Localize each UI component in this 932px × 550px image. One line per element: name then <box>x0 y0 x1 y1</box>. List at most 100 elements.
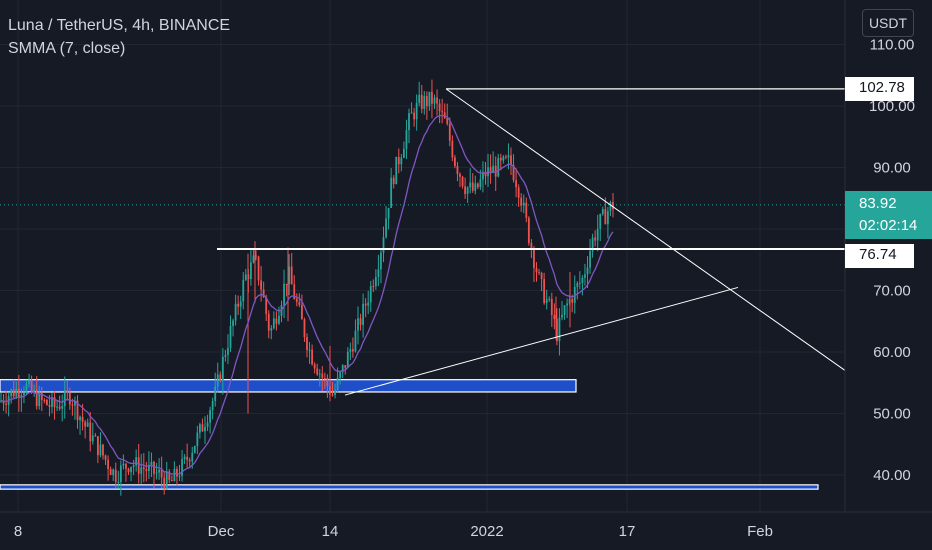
price-label-102-78: 102.78 <box>845 77 914 101</box>
candle-body <box>119 465 122 482</box>
candle-body <box>400 157 403 165</box>
candle-body <box>257 256 260 281</box>
candle-body <box>301 304 303 320</box>
candle-body <box>369 285 372 303</box>
candle-body <box>479 179 482 188</box>
candle-body <box>482 171 484 180</box>
candle-body <box>191 452 194 462</box>
candle-body <box>206 422 209 427</box>
candle-body <box>596 228 599 241</box>
candle-body <box>476 183 479 188</box>
candle-body <box>56 406 58 408</box>
candle-body <box>12 389 15 397</box>
candle-body <box>112 469 115 476</box>
candle-body <box>492 165 495 174</box>
candle-body <box>326 377 329 387</box>
candle-body <box>591 237 594 252</box>
indicator-label[interactable]: SMMA (7, close) <box>8 40 126 57</box>
candle-body <box>114 469 117 483</box>
candle-body <box>35 389 38 407</box>
time-tick-label: 8 <box>14 523 22 540</box>
candle-body <box>573 286 576 303</box>
candle-body <box>183 456 186 459</box>
candle-body <box>107 459 109 469</box>
candle-body <box>58 406 61 409</box>
candle-body <box>84 421 87 427</box>
candle-body <box>336 377 339 390</box>
bar-countdown: 02:02:14 <box>859 217 918 234</box>
price-tick-label: 50.00 <box>873 406 911 423</box>
candle-body <box>609 202 612 212</box>
candle-body <box>104 455 107 460</box>
currency-button[interactable]: USDT <box>862 9 914 37</box>
candle-body <box>86 422 89 427</box>
candle-body <box>413 112 415 120</box>
candle-body <box>89 422 92 442</box>
candle-body <box>533 249 535 269</box>
candle-body <box>99 444 102 456</box>
price-label-76-74: 76.74 <box>845 244 914 268</box>
candle-body <box>137 457 140 474</box>
candle-body <box>556 319 558 342</box>
candle-body <box>548 298 551 300</box>
candle-body <box>160 469 163 478</box>
candle-body <box>469 182 472 188</box>
candle-body <box>584 274 586 278</box>
descending-trendline <box>445 88 846 371</box>
candle-body <box>15 388 18 397</box>
candle-body <box>323 377 326 379</box>
candle-body <box>405 130 408 149</box>
candle-body <box>237 303 240 307</box>
time-tick-label: Dec <box>208 523 235 540</box>
smma-line <box>0 114 614 475</box>
candle-body <box>517 187 520 198</box>
candle-body <box>387 207 390 219</box>
candle-body <box>74 400 76 406</box>
price-tick-label: 40.00 <box>873 467 911 484</box>
candle-body <box>209 410 211 423</box>
candle-body <box>163 477 166 488</box>
candle-body <box>25 383 28 393</box>
candle-body <box>494 165 497 177</box>
candle-body <box>441 111 444 113</box>
candle-body <box>451 140 454 158</box>
candle-body <box>5 403 7 405</box>
candle-body <box>446 118 449 124</box>
candle-body <box>232 320 234 326</box>
time-tick-label: Feb <box>747 523 773 540</box>
candle-body <box>563 305 566 315</box>
candle-body <box>395 156 398 185</box>
candle-body <box>311 349 313 365</box>
candle-body <box>527 217 530 244</box>
price-tick-label: 70.00 <box>873 283 911 300</box>
candle-body <box>270 328 273 331</box>
candle-body <box>316 368 319 375</box>
support-zones <box>0 379 819 490</box>
candle-body <box>540 272 543 279</box>
candle-body <box>227 347 229 355</box>
candle-body <box>380 252 382 270</box>
candle-body <box>53 397 56 408</box>
candle-body <box>125 463 127 469</box>
candle-body <box>117 481 120 483</box>
candle-body <box>535 268 538 273</box>
candle-body <box>252 255 255 263</box>
candle-body <box>272 318 275 329</box>
time-axis: 8 Dec 14 2022 17 Feb <box>0 511 932 540</box>
candle-body <box>28 380 30 384</box>
symbol-title[interactable]: Luna / TetherUS, 4h, BINANCE <box>8 17 231 34</box>
candle-body <box>420 94 423 109</box>
candle-body <box>382 237 385 253</box>
candle-body <box>364 303 367 306</box>
candle-body <box>298 301 301 305</box>
candle-body <box>224 354 227 357</box>
candle-body <box>341 365 344 373</box>
candle-body <box>367 302 370 306</box>
candle-body <box>239 301 242 307</box>
candle-body <box>97 436 99 456</box>
candle-body <box>601 209 604 214</box>
candle-body <box>571 299 574 303</box>
candle-body <box>471 182 474 191</box>
